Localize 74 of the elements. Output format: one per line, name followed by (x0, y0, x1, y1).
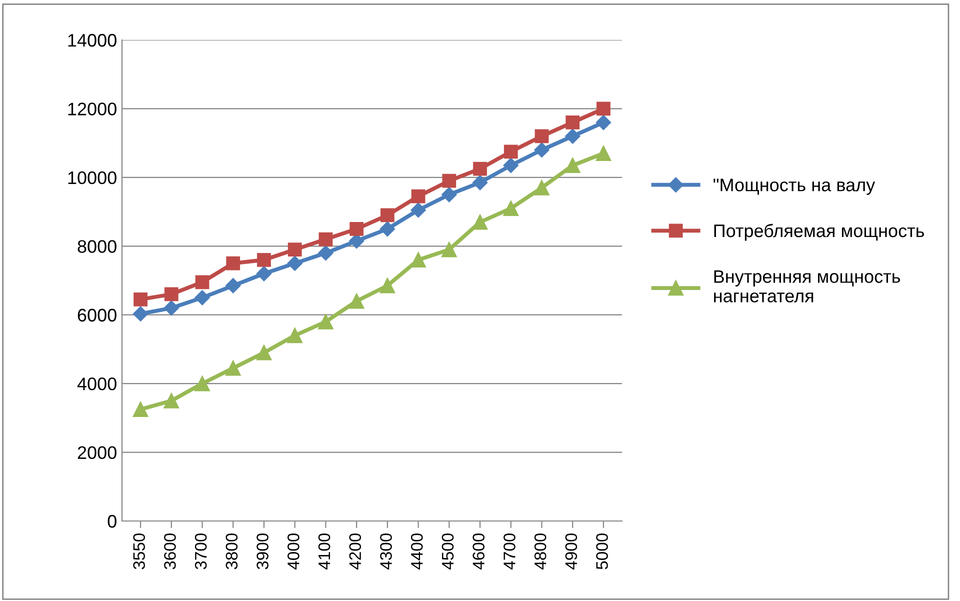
x-tick-label: 5000 (596, 533, 608, 570)
x-tick-label: 4500 (442, 533, 454, 570)
point (442, 187, 457, 202)
x-tick-label: 3900 (256, 533, 268, 570)
point (257, 252, 271, 267)
x-tick-label: 4200 (349, 533, 362, 570)
point (503, 200, 519, 216)
point (411, 189, 426, 204)
point (534, 180, 550, 196)
point (164, 300, 179, 316)
point (134, 292, 148, 306)
point (226, 278, 241, 294)
x-tick-label: 4000 (288, 533, 300, 570)
y-tick-label: 0 (108, 514, 116, 528)
legend-label: Потребляемая мощность (714, 224, 924, 241)
x-tick-label: 4700 (504, 533, 516, 570)
point (318, 245, 334, 261)
point (504, 144, 518, 159)
point (132, 306, 148, 322)
x-tick-label: 3600 (164, 533, 176, 570)
y-tick-label: 6000 (78, 308, 116, 322)
y-tick-label: 10000 (68, 171, 116, 184)
point (534, 129, 549, 144)
legend-label: Внутренняя мощность нагнетателя (714, 270, 900, 302)
point (472, 214, 488, 230)
point (442, 174, 456, 188)
point (410, 202, 426, 218)
x-tick-label: 4300 (380, 533, 392, 570)
point (318, 232, 333, 246)
point (442, 242, 457, 258)
point (566, 116, 580, 130)
point (164, 287, 178, 302)
x-tick-label: 4800 (534, 533, 546, 570)
point (473, 162, 487, 176)
point (380, 278, 396, 294)
point (534, 142, 550, 158)
point (472, 175, 488, 190)
legend-label: "Мощность на валу (714, 178, 876, 195)
x-tick-label: 4100 (318, 533, 330, 570)
point (503, 158, 518, 173)
point (380, 221, 395, 237)
y-tick-label: 8000 (78, 240, 116, 253)
point (225, 360, 241, 376)
y-tick-label: 14000 (68, 34, 116, 47)
point (596, 114, 612, 130)
point (350, 222, 364, 236)
x-tick-label: 3700 (194, 533, 207, 570)
y-tick-label: 4000 (77, 378, 116, 390)
y-tick-label: 12000 (68, 102, 116, 116)
x-tick-label: 3550 (133, 533, 145, 570)
point (288, 242, 302, 257)
point (410, 252, 426, 268)
point (195, 275, 210, 290)
point (348, 293, 364, 309)
point (380, 208, 394, 222)
point (164, 393, 180, 408)
point (596, 102, 610, 116)
y-tick-label: 2000 (78, 446, 116, 460)
point (256, 266, 272, 282)
x-tick-label: 4400 (410, 533, 423, 570)
point (194, 376, 210, 392)
point (564, 158, 580, 174)
point (226, 256, 240, 270)
point (132, 402, 148, 417)
x-tick-label: 4900 (565, 533, 578, 570)
point (596, 146, 612, 162)
point (194, 290, 210, 306)
x-tick-label: 3800 (226, 533, 238, 570)
point (565, 128, 580, 144)
point (256, 345, 272, 360)
point (287, 256, 302, 271)
point (318, 314, 334, 330)
point (287, 328, 302, 344)
x-tick-label: 4600 (472, 533, 484, 570)
